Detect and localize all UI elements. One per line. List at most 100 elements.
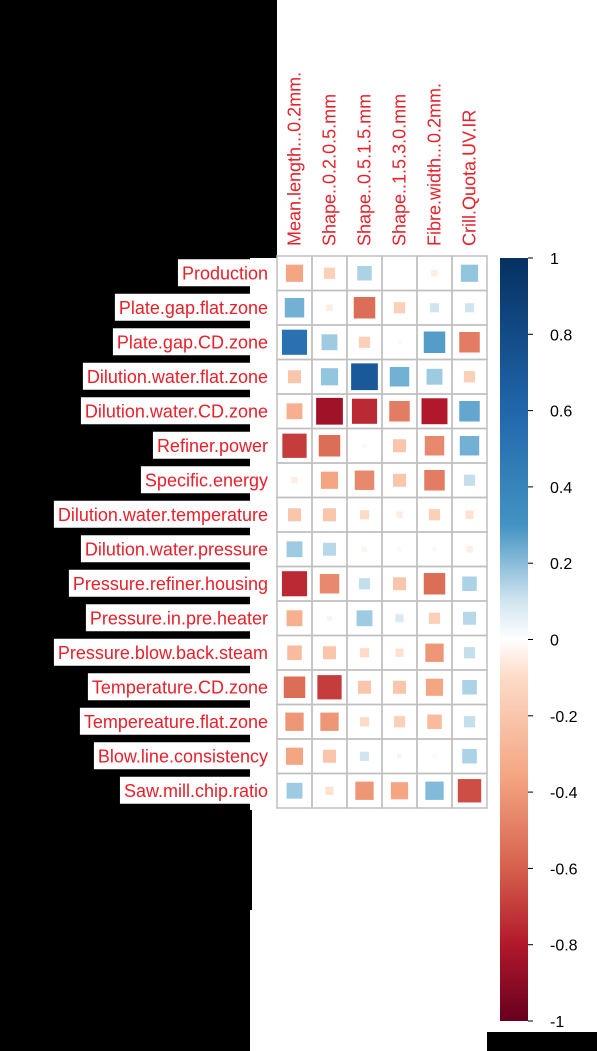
correlation-square [357, 266, 372, 281]
correlation-square [462, 749, 477, 764]
correlation-square [321, 334, 338, 351]
correlation-square [281, 329, 308, 355]
column-label: Shape..0.5.1.5.mm [355, 94, 375, 246]
correlation-square [428, 509, 441, 521]
row-label: Specific.energy [145, 470, 268, 490]
correlation-square [462, 680, 477, 695]
row-label-background [119, 776, 272, 804]
correlation-square [463, 647, 476, 659]
correlation-square [285, 712, 304, 731]
black-notch [238, 810, 252, 910]
correlation-square [463, 474, 476, 486]
correlation-square [359, 510, 370, 520]
row-label-background [177, 259, 272, 287]
row-labels: Production Plate.gap.flat.zone Plate.gap.C… [53, 259, 272, 804]
row-label-background [114, 293, 272, 321]
correlation-square [423, 572, 446, 595]
correlation-square [359, 717, 370, 727]
correlation-square [354, 470, 375, 490]
correlation-square [395, 614, 404, 623]
correlation-square [320, 471, 339, 489]
correlation-square [393, 302, 406, 314]
colorbar [500, 258, 528, 1021]
correlation-square [287, 645, 302, 660]
row-label: Dilution.water.pressure [85, 539, 268, 559]
correlation-square [462, 576, 477, 591]
colorbar-tick-label: 0.2 [550, 556, 572, 573]
correlation-square [459, 436, 480, 456]
correlation-square [432, 754, 437, 759]
correlation-square [421, 398, 448, 425]
row-label: Dilution.water.temperature [58, 505, 268, 525]
correlation-square [316, 397, 343, 425]
correlation-square [425, 643, 444, 662]
correlation-square [425, 781, 444, 800]
correlation-square [393, 473, 406, 487]
correlation-square [423, 331, 446, 354]
correlation-square [396, 511, 403, 518]
correlation-square [390, 782, 409, 800]
column-header-panel [277, 0, 487, 258]
row-label-background [152, 431, 272, 459]
colorbar-tick-label: 1 [550, 251, 559, 268]
correlation-square [393, 577, 406, 591]
correlation-square [351, 398, 378, 424]
correlation-square [432, 547, 437, 552]
row-label: Saw.mill.chip.ratio [124, 781, 268, 801]
correlation-square [323, 749, 336, 763]
row-label: Blow.line.consistency [98, 746, 268, 766]
correlation-square [459, 400, 480, 422]
colorbar-tick-label: 0.8 [550, 327, 572, 344]
colorbar-tick-label: -0.8 [550, 938, 578, 955]
correlation-square [359, 648, 370, 658]
correlation-square [359, 751, 370, 761]
grid-cell [451, 772, 488, 809]
colorbar-ticks: 1 0.8 0.6 0.4 0.2 0 -0.2 -0.4 -0.6 -0.8 -1 [528, 251, 578, 1031]
correlation-square [286, 782, 303, 799]
row-label: Dilution.water.CD.zone [85, 401, 268, 421]
correlation-square [286, 541, 303, 558]
correlation-square [465, 510, 474, 519]
row-label: Dilution.water.flat.zone [87, 367, 268, 387]
correlation-square [284, 298, 305, 318]
correlation-square [393, 680, 406, 694]
row-label-background [79, 707, 272, 735]
row-label-background [85, 604, 272, 632]
correlation-square [351, 363, 378, 391]
row-label: Pressure.refiner.housing [73, 574, 268, 594]
colorbar-tick-label: -0.6 [550, 861, 578, 878]
colorbar-tick-label: 0.4 [550, 480, 572, 497]
row-label: Temperature.CD.zone [92, 677, 268, 697]
row-label-background [68, 569, 272, 597]
row-label: Plate.gap.CD.zone [117, 332, 268, 352]
colorbar-tick-label: -1 [550, 1014, 564, 1031]
column-labels: Mean.length...0.2mm. Shape..0.2.0.5.mm Sha… [285, 72, 480, 246]
correlation-square [358, 680, 371, 694]
correlation-square [323, 646, 336, 660]
correlation-square [397, 547, 402, 552]
row-label: Tempereature.flat.zone [84, 712, 268, 732]
correlation-square [283, 676, 306, 699]
correlation-square [318, 434, 341, 457]
correlation-square [358, 578, 371, 590]
row-label-background [53, 500, 272, 528]
heatmap-grid [276, 255, 488, 809]
correlation-square [320, 712, 339, 731]
correlation-square [320, 368, 339, 386]
correlation-square [356, 610, 373, 627]
correlation-square [429, 303, 440, 313]
correlation-square [397, 340, 402, 345]
correlation-square [285, 264, 304, 282]
column-label: Crill.Quota.UV.IR [460, 110, 480, 246]
correlation-square [431, 270, 438, 277]
correlation-square [291, 477, 298, 484]
row-label-background [112, 328, 272, 356]
correlation-square [281, 571, 308, 597]
correlation-square [393, 439, 406, 453]
correlation-square [427, 714, 442, 729]
correlation-square [286, 610, 303, 627]
correlation-square [326, 304, 333, 311]
row-label-background [140, 466, 272, 494]
correlation-square [326, 615, 333, 621]
